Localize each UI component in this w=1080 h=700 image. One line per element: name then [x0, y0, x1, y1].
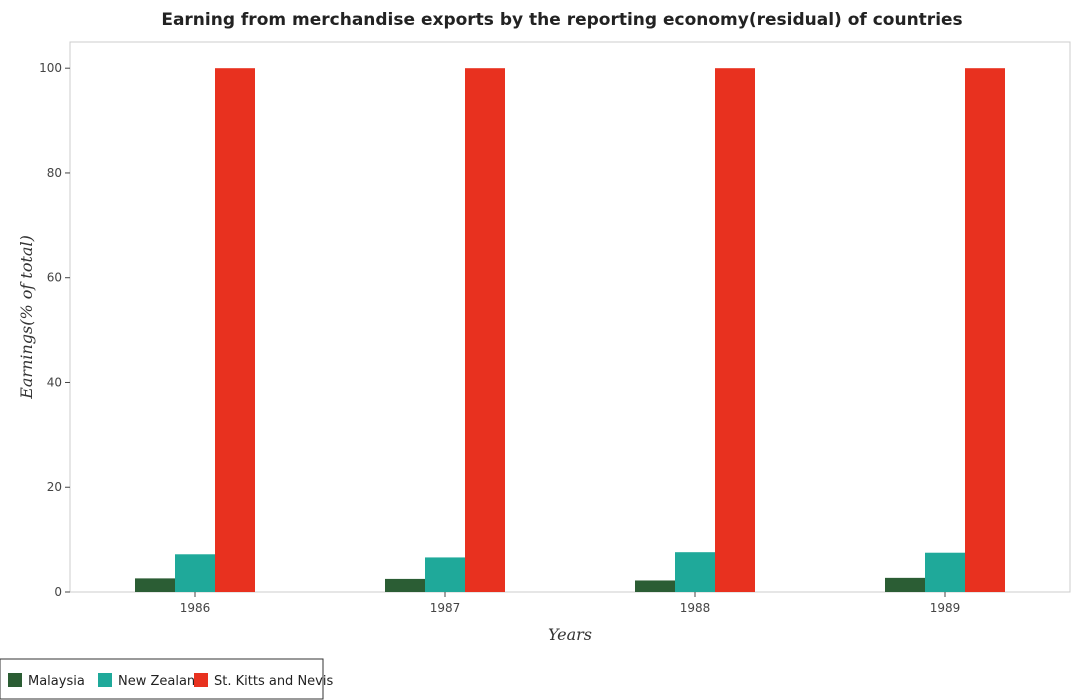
- y-tick-label: 100: [39, 61, 62, 75]
- bar-malaysia-1989: [885, 577, 925, 592]
- y-tick-label: 0: [54, 585, 62, 599]
- bar-new-zealand-1987: [425, 557, 465, 592]
- y-axis: 0 20 40 60 80 100: [39, 61, 70, 599]
- plot-area: [69, 41, 1071, 593]
- legend-swatch: [8, 673, 22, 687]
- bar-st-kitts-and-nevis-1988: [715, 68, 755, 592]
- bar-new-zealand-1989: [925, 552, 965, 592]
- y-tick-label: 60: [47, 271, 62, 285]
- legend-label: New Zealand: [118, 674, 203, 689]
- y-tick-label: 40: [47, 375, 62, 389]
- bar-st-kitts-and-nevis-1987: [465, 68, 505, 592]
- bar-malaysia-1987: [385, 578, 425, 592]
- x-tick-label: 1986: [180, 601, 211, 615]
- y-tick-label: 20: [47, 480, 62, 494]
- x-axis: 1986 1987 1988 1989: [180, 592, 961, 615]
- legend: Malaysia New Zealand St. Kitts and Nevis: [0, 658, 333, 700]
- x-tick-label: 1988: [680, 601, 711, 615]
- x-axis-label: Years: [548, 625, 592, 644]
- bar-new-zealand-1986: [175, 554, 215, 592]
- chart-title: Earning from merchandise exports by the …: [161, 10, 962, 30]
- bar-st-kitts-and-nevis-1986: [215, 68, 255, 592]
- y-tick-label: 80: [47, 166, 62, 180]
- bar-malaysia-1988: [635, 580, 675, 592]
- bar-st-kitts-and-nevis-1989: [965, 68, 1005, 592]
- y-axis-label: Earnings(% of total): [17, 235, 36, 400]
- legend-swatch: [98, 673, 112, 687]
- bars: [135, 68, 1005, 592]
- legend-label: St. Kitts and Nevis: [214, 674, 333, 689]
- x-tick-label: 1987: [430, 601, 461, 615]
- legend-label: Malaysia: [28, 674, 85, 689]
- legend-swatch: [194, 673, 208, 687]
- bar-malaysia-1986: [135, 578, 175, 592]
- legend-box: [0, 658, 324, 700]
- x-tick-label: 1989: [930, 601, 961, 615]
- bar-new-zealand-1988: [675, 552, 715, 592]
